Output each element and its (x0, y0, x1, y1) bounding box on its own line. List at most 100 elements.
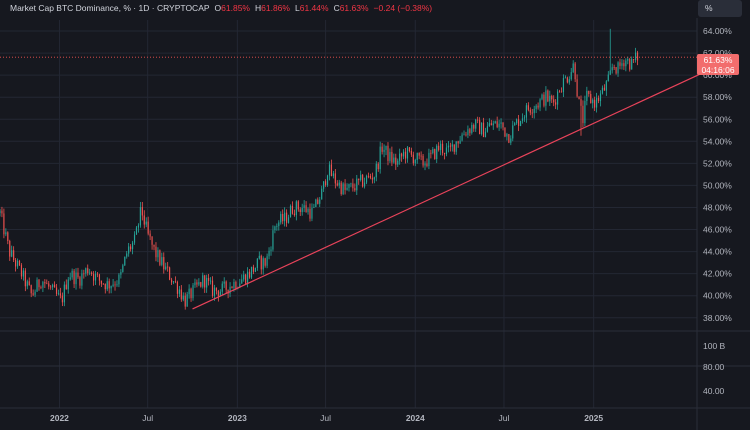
bar-countdown: 04:16:06 (701, 64, 735, 75)
candle-body (16, 260, 19, 267)
candle-body (557, 91, 559, 105)
candle-body (479, 120, 481, 135)
candle-body (50, 286, 52, 288)
candle-body (375, 163, 377, 178)
candle-body (381, 146, 383, 152)
candle-body (196, 282, 198, 285)
candle-body (254, 267, 256, 272)
candle-body (9, 240, 11, 257)
candle-body (241, 279, 243, 284)
lower-tick-label: 80.00 (703, 362, 725, 372)
candle-body (576, 79, 578, 97)
source-label: CRYPTOCAP (156, 3, 210, 13)
candle-body (328, 164, 331, 176)
candle-body (102, 283, 104, 285)
candle-body (250, 266, 253, 278)
candlestick-series (0, 28, 639, 310)
candle-body (623, 63, 625, 67)
candle-body (555, 102, 557, 105)
candle-body (42, 282, 44, 288)
candle-body (100, 280, 102, 284)
candle-body (139, 207, 141, 226)
candle-body (57, 293, 60, 295)
candle-body (110, 286, 112, 289)
x-axis-labels: 2022 Jul 2023 Jul 2024 Jul 2025 (50, 413, 603, 423)
candle-body (635, 52, 637, 60)
candle-body (289, 205, 292, 218)
candle-body (516, 119, 518, 124)
candle-body (527, 105, 529, 110)
candle-body (459, 140, 461, 144)
percent-scale-button[interactable]: % (698, 0, 742, 17)
candle-body (330, 164, 333, 177)
candle-body (346, 187, 348, 190)
candle-body (414, 159, 416, 164)
candle-body (69, 277, 71, 280)
candle-body (268, 250, 270, 257)
candle-body (367, 175, 370, 177)
candle-body (85, 268, 87, 274)
trendline[interactable] (192, 67, 713, 310)
candle-body (356, 178, 358, 191)
candle-body (475, 119, 477, 129)
y-tick-label: 58.00% (703, 92, 732, 102)
candle-body (338, 182, 340, 186)
candle-body (315, 199, 317, 208)
symbol-name[interactable]: Market Cap BTC Dominance, % (10, 3, 131, 13)
lower-pane-labels: 100 B 80.00 40.00 (703, 341, 726, 396)
candle-body (514, 123, 516, 126)
candle-body (75, 272, 77, 285)
candle-body (551, 95, 553, 100)
candle-body (46, 283, 48, 285)
candle-body (358, 178, 360, 180)
candle-body (389, 151, 391, 161)
candle-body (597, 97, 600, 102)
candle-body (512, 125, 514, 139)
candle-body (453, 144, 455, 152)
candle-body (504, 127, 506, 137)
candle-body (157, 250, 159, 258)
candle-body (574, 63, 576, 80)
candle-body (580, 99, 582, 106)
candle-body (180, 289, 182, 300)
candle-body (416, 152, 418, 160)
x-tick-label: Jul (320, 413, 331, 423)
candle-body (40, 287, 42, 288)
candle-body (248, 271, 251, 278)
y-tick-label: 64.00% (703, 26, 732, 36)
candle-body (155, 246, 157, 258)
candle-body (605, 81, 607, 91)
candle-body (124, 256, 126, 266)
candle-body (592, 99, 594, 104)
candle-body (192, 285, 194, 299)
support-trendline (192, 67, 713, 310)
last-price-value: 61.63% (703, 54, 733, 65)
candle-body (122, 265, 124, 272)
candle-body (278, 222, 280, 227)
candle-body (256, 258, 258, 268)
candle-body (286, 212, 288, 223)
candle-body (434, 149, 436, 160)
candle-body (235, 281, 237, 289)
candle-body (170, 279, 173, 283)
x-tick-label: 2024 (406, 413, 425, 423)
candle-body (161, 257, 163, 265)
candle-body (562, 78, 565, 92)
candle-body (629, 59, 631, 70)
x-tick-label: Jul (499, 413, 510, 423)
low-value: 61.44% (299, 3, 329, 13)
candle-body (332, 173, 334, 177)
candle-body (169, 267, 171, 280)
candle-body (457, 141, 459, 144)
candle-body (584, 100, 586, 124)
candle-body (334, 173, 336, 184)
candle-body (393, 157, 395, 163)
candle-body (301, 207, 303, 213)
candle-body (313, 207, 315, 208)
candle-body (71, 270, 73, 278)
candle-body (350, 183, 352, 185)
interval-label[interactable]: 1D (138, 3, 150, 13)
candle-body (83, 273, 85, 275)
candle-body (311, 207, 313, 219)
